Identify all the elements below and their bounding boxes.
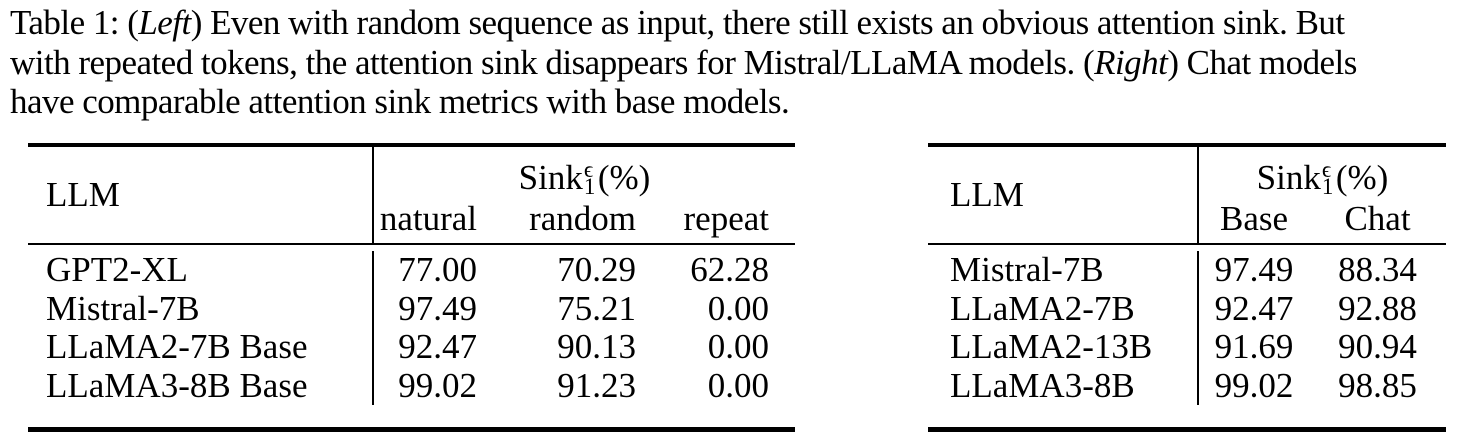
right-llm-header: LLM bbox=[950, 175, 1024, 214]
model-name: GPT2-XL bbox=[46, 250, 188, 289]
value-base: 91.69 bbox=[1214, 327, 1294, 366]
table-caption: Table 1: (Left) Even with random sequenc… bbox=[10, 3, 1357, 122]
value-repeat: 0.00 bbox=[707, 288, 769, 328]
model-name: LLaMA3-8B Base bbox=[46, 365, 308, 405]
value-random: 75.21 bbox=[557, 288, 636, 328]
column-header-chat: Chat bbox=[1344, 199, 1411, 239]
metric-unit: (%) bbox=[597, 158, 651, 198]
caption-text: with repeated tokens, the attention sink… bbox=[10, 42, 1095, 82]
right-subcolumn-headers: Base Chat bbox=[1199, 198, 1446, 243]
metric-name: Sink bbox=[518, 158, 583, 198]
column-header-random: random bbox=[529, 199, 636, 239]
table-row: LLaMA3-8B Base 99.02 91.23 0.00 bbox=[28, 365, 795, 405]
value-repeat: 0.00 bbox=[707, 327, 769, 366]
model-name: LLaMA2-13B bbox=[950, 327, 1153, 366]
value-base: 97.49 bbox=[1214, 250, 1294, 289]
metric-subscript: 1 bbox=[1321, 174, 1334, 200]
left-table-top-rule bbox=[28, 143, 795, 147]
table-row: LLaMA3-8B 99.02 98.85 bbox=[928, 365, 1446, 405]
caption-italic-left: Left bbox=[138, 3, 191, 42]
left-table-body: GPT2-XL 77.00 70.29 62.28 Mistral-7B 97.49… bbox=[28, 245, 795, 427]
left-metric-columns: Sink ϵ 1 (%) natural random repeat bbox=[372, 147, 795, 243]
right-table-bottom-rule bbox=[928, 427, 1446, 432]
caption-line-3: have comparable attention sink metrics w… bbox=[10, 82, 790, 121]
metric-name: Sink bbox=[1256, 158, 1321, 198]
left-subcolumn-headers: natural random repeat bbox=[374, 198, 795, 243]
table-row: LLaMA2-7B 92.47 92.88 bbox=[928, 288, 1446, 328]
right-metric-columns: Sink ϵ 1 (%) Base Chat bbox=[1197, 147, 1446, 243]
metric-superscript: ϵ bbox=[583, 157, 594, 183]
model-name: Mistral-7B bbox=[46, 288, 200, 328]
value-random: 91.23 bbox=[557, 365, 636, 405]
value-natural: 92.47 bbox=[398, 327, 477, 366]
left-metric-header: Sink ϵ 1 (%) bbox=[374, 147, 795, 198]
caption-text: Table 1: ( bbox=[10, 3, 139, 42]
right-table-header: LLM Sink ϵ 1 (%) Base Chat bbox=[928, 147, 1446, 243]
value-random: 90.13 bbox=[557, 327, 636, 366]
caption-line-2: with repeated tokens, the attention sink… bbox=[10, 43, 1357, 83]
table-row: Mistral-7B 97.49 88.34 bbox=[928, 250, 1446, 290]
value-chat: 92.88 bbox=[1338, 288, 1417, 328]
value-chat: 90.94 bbox=[1338, 327, 1417, 366]
value-natural: 99.02 bbox=[398, 365, 477, 405]
left-table: LLM Sink ϵ 1 (%) natural random repeat GPT2… bbox=[28, 143, 795, 432]
caption-text: ) Even with random sequence as input, th… bbox=[190, 3, 1345, 42]
left-table-mid-rule bbox=[28, 243, 795, 245]
right-table-body: Mistral-7B 97.49 88.34 LLaMA2-7B 92.47 92.… bbox=[928, 245, 1446, 427]
metric-superscript: ϵ bbox=[1321, 157, 1332, 183]
value-natural: 97.49 bbox=[398, 288, 477, 328]
table-row: LLaMA2-13B 91.69 90.94 bbox=[928, 327, 1446, 367]
left-table-header: LLM Sink ϵ 1 (%) natural random repeat bbox=[28, 147, 795, 243]
column-header-base: Base bbox=[1219, 199, 1289, 239]
metric-subscript: 1 bbox=[583, 174, 596, 200]
caption-text: ) Chat models bbox=[1167, 42, 1357, 82]
table-row: GPT2-XL 77.00 70.29 62.28 bbox=[28, 250, 795, 290]
table-row: LLaMA2-7B Base 92.47 90.13 0.00 bbox=[28, 327, 795, 367]
value-repeat: 62.28 bbox=[690, 250, 769, 289]
caption-line-1: Table 1: (Left) Even with random sequenc… bbox=[10, 3, 1357, 43]
model-name: LLaMA2-7B Base bbox=[46, 327, 308, 366]
table-row: Mistral-7B 97.49 75.21 0.00 bbox=[28, 288, 795, 328]
value-natural: 77.00 bbox=[398, 250, 477, 289]
value-chat: 88.34 bbox=[1338, 250, 1417, 289]
value-repeat: 0.00 bbox=[707, 365, 769, 405]
right-table: LLM Sink ϵ 1 (%) Base Chat Mistral-7B 97.49… bbox=[928, 143, 1446, 432]
value-base: 92.47 bbox=[1214, 288, 1294, 328]
model-name: LLaMA2-7B bbox=[950, 288, 1135, 328]
left-llm-header: LLM bbox=[46, 175, 120, 214]
left-table-bottom-rule bbox=[28, 427, 795, 432]
column-header-natural: natural bbox=[379, 199, 477, 239]
caption-italic-right: Right bbox=[1094, 42, 1168, 82]
metric-unit: (%) bbox=[1335, 158, 1389, 198]
value-random: 70.29 bbox=[557, 250, 636, 289]
model-name: Mistral-7B bbox=[950, 250, 1104, 289]
right-metric-header: Sink ϵ 1 (%) bbox=[1199, 147, 1446, 198]
model-name: LLaMA3-8B bbox=[950, 365, 1135, 405]
value-base: 99.02 bbox=[1214, 365, 1294, 405]
right-table-mid-rule bbox=[928, 243, 1446, 245]
right-table-top-rule bbox=[928, 143, 1446, 147]
column-header-repeat: repeat bbox=[683, 199, 769, 239]
value-chat: 98.85 bbox=[1338, 365, 1417, 405]
